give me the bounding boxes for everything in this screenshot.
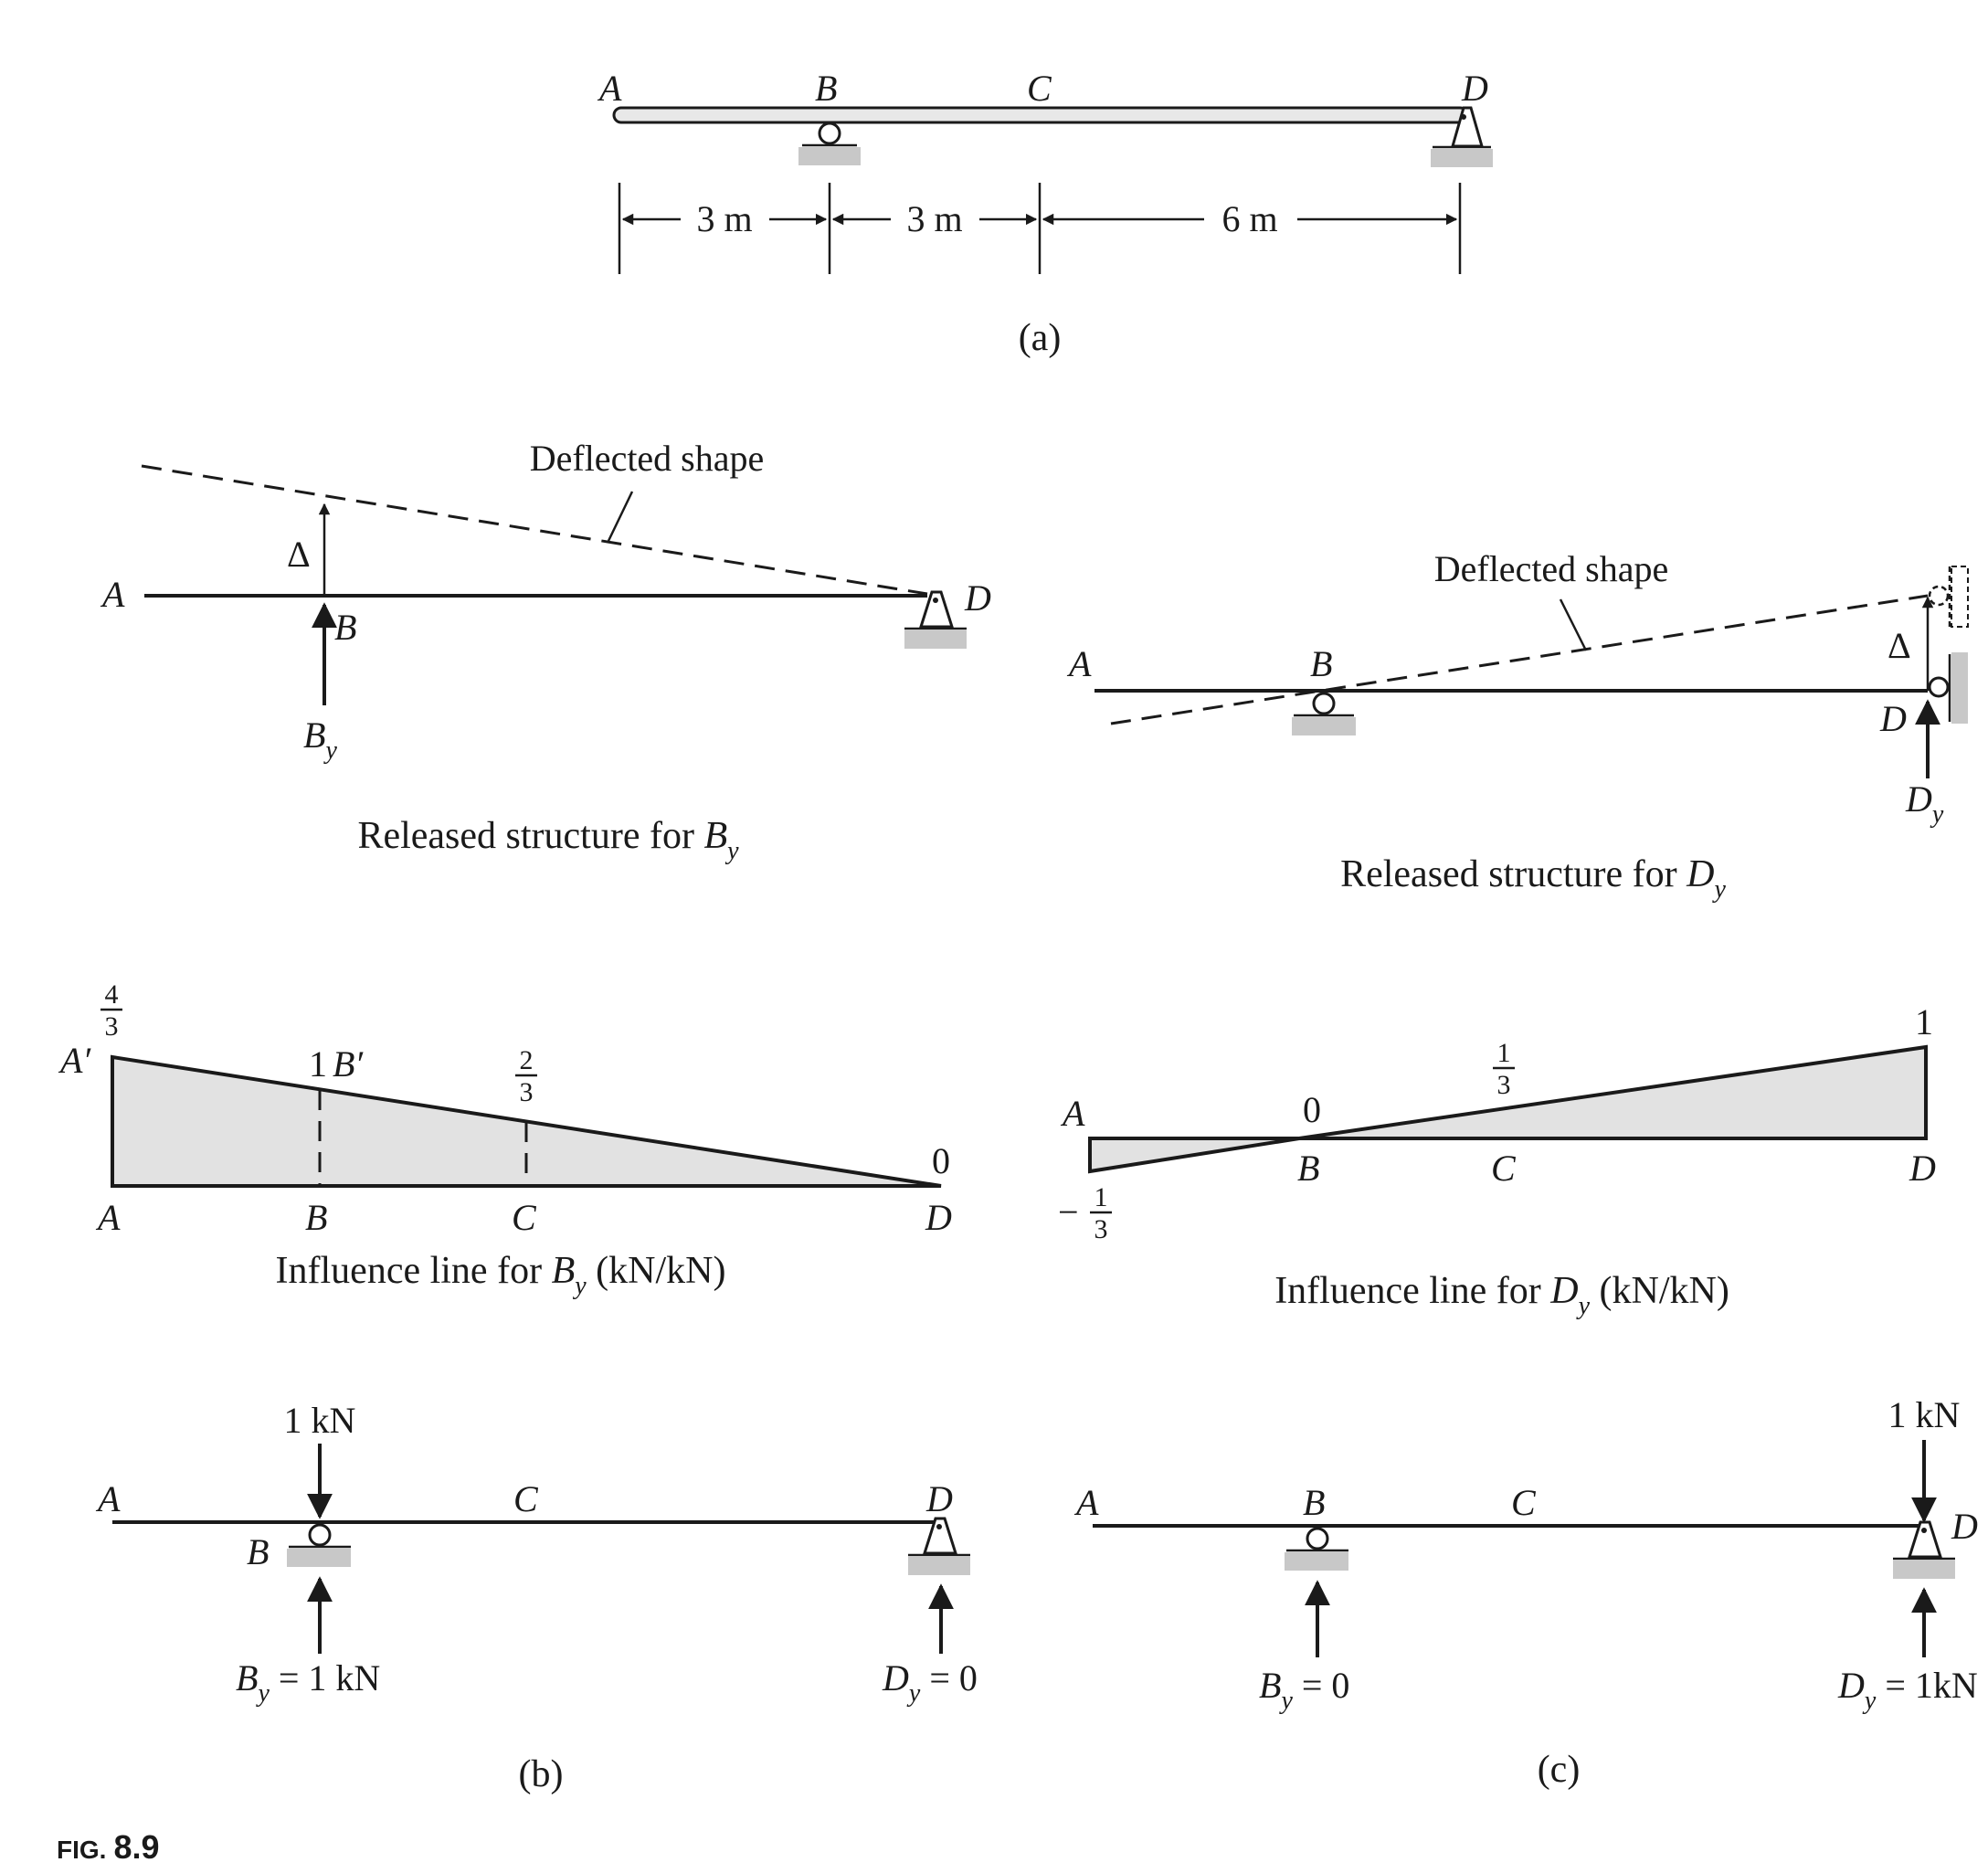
force-label-rdy: Dy (1905, 778, 1944, 829)
il-by-label-A: A (95, 1197, 121, 1238)
il-dy-value-c-den: 3 (1497, 1070, 1511, 1100)
caption-b: (b) (519, 1753, 564, 1795)
delta-label-by: Δ (287, 534, 311, 575)
panel-c-unit-load: 1 kN A B C D By = 0 Dy = 1kN (c) (1073, 1394, 1978, 1791)
label-rby-B: B (334, 607, 356, 648)
force-label-rby: By (303, 714, 337, 765)
reaction-label-pb-b: By = 1 kN (236, 1657, 380, 1708)
il-by-value-b: 1 (309, 1043, 327, 1085)
il-by-label-aprime: A′ (58, 1040, 91, 1081)
il-dy-label-A: A (1060, 1093, 1085, 1134)
reaction-label-pc-d: Dy = 1kN (1837, 1665, 1978, 1715)
influence-line-by: 4 3 A′ 1 B′ 2 3 0 A B C D Influence line… (58, 979, 952, 1300)
pin-support-d (1431, 106, 1493, 167)
reaction-label-pc-b: By = 0 (1259, 1665, 1349, 1715)
il-dy-positive-area (1298, 1044, 1928, 1140)
label-pb-A: A (95, 1478, 121, 1519)
il-dy-label-D: D (1909, 1148, 1936, 1189)
roller-support-pc-b (1285, 1527, 1348, 1571)
il-dy-negative-area (1088, 1137, 1300, 1174)
label-rby-D: D (964, 577, 991, 619)
caption-a: (a) (1019, 317, 1062, 359)
label-pb-D: D (925, 1478, 953, 1519)
il-by-label-D: D (925, 1197, 952, 1238)
il-by-value-a-num: 4 (105, 979, 119, 1010)
load-label-b: 1 kN (284, 1400, 356, 1441)
label-a-B: B (815, 68, 837, 109)
label-a-A: A (597, 68, 622, 109)
released-structure-dy: Deflected shape Δ A B D Dy Released stru… (1066, 548, 1969, 904)
beam-a (612, 106, 1469, 124)
figure-number: FIG. 8.9 (57, 1828, 160, 1866)
label-a-D: D (1461, 68, 1488, 109)
il-dy-value-b: 0 (1303, 1089, 1321, 1130)
dimension-bc: 3 m (906, 198, 962, 239)
pin-support-pc-d (1893, 1520, 1955, 1579)
il-dy-value-d: 1 (1915, 1001, 1933, 1042)
il-by-label-B: B (305, 1197, 327, 1238)
il-by-label-bprime: B′ (333, 1043, 364, 1085)
label-pc-A: A (1073, 1482, 1099, 1523)
caption-released-by: Released structure for By (357, 815, 739, 865)
dimension-ab: 3 m (696, 198, 752, 239)
influence-line-dy: 1 1 3 0 A B C D − 1 3 Influence line for… (1058, 1001, 1936, 1320)
vertical-roller-rdy-d (1928, 566, 1969, 724)
deflected-label-dy: Deflected shape (1434, 548, 1669, 589)
roller-support-b (798, 122, 861, 165)
il-dy-value-c-num: 1 (1497, 1038, 1511, 1068)
label-pc-B: B (1303, 1482, 1325, 1523)
pin-support-rby-d (904, 590, 967, 649)
released-structure-by: Deflected shape Δ A B D By Released stru… (100, 438, 991, 865)
il-by-value-d: 0 (932, 1140, 950, 1181)
panel-b-unit-load: 1 kN A B C D By = 1 kN Dy = 0 (b) (95, 1400, 978, 1795)
il-by-value-a-den: 3 (105, 1011, 119, 1042)
il-dy-value-a-den: 3 (1094, 1214, 1108, 1244)
delta-label-dy: Δ (1888, 625, 1911, 666)
il-dy-label-C: C (1491, 1148, 1517, 1189)
label-pb-B: B (247, 1531, 269, 1572)
load-label-c: 1 kN (1888, 1394, 1961, 1435)
label-pc-C: C (1511, 1482, 1537, 1523)
deflected-leader-by (607, 491, 634, 542)
label-rdy-A: A (1066, 643, 1092, 684)
il-by-value-c-num: 2 (520, 1045, 534, 1075)
il-dy-value-a-num: 1 (1094, 1182, 1108, 1212)
label-a-C: C (1027, 68, 1052, 109)
il-dy-label-B: B (1297, 1148, 1319, 1189)
reaction-label-pb-d: Dy = 0 (882, 1657, 978, 1708)
caption-released-dy: Released structure for Dy (1340, 853, 1726, 904)
caption-il-dy: Influence line for Dy (kN/kN) (1274, 1270, 1729, 1320)
roller-support-rdy-b (1292, 692, 1356, 735)
deflected-leader-dy (1559, 598, 1588, 651)
il-by-value-c-den: 3 (520, 1077, 534, 1107)
label-pb-C: C (513, 1478, 539, 1519)
deflected-label-by: Deflected shape (530, 438, 765, 479)
caption-c: (c) (1538, 1749, 1581, 1791)
il-dy-value-a-sign: − (1058, 1191, 1079, 1233)
il-by-label-C: C (512, 1197, 537, 1238)
label-rdy-B: B (1310, 643, 1332, 684)
label-rby-A: A (100, 574, 125, 615)
dimension-cd: 6 m (1221, 198, 1277, 239)
deflected-shape-by (141, 464, 928, 596)
label-rdy-D: D (1879, 698, 1907, 739)
pin-support-pb-d (908, 1517, 970, 1575)
roller-support-pb-b (287, 1523, 351, 1567)
deflected-shape-dy (1110, 594, 1929, 725)
caption-il-by: Influence line for By (kN/kN) (276, 1250, 726, 1300)
panel-a-beam: A B C D 3 m 3 m 6 m (a) (597, 68, 1493, 359)
label-pc-D: D (1951, 1506, 1978, 1547)
dimension-lines (618, 183, 1462, 274)
